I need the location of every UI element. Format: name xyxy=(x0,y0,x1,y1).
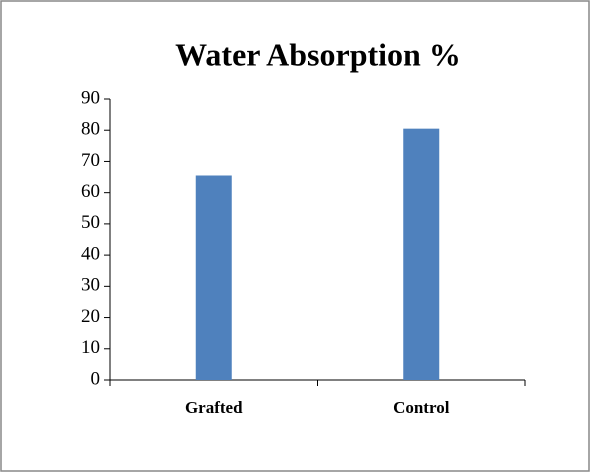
x-tick-label: Control xyxy=(393,398,450,417)
bar xyxy=(403,128,440,380)
y-tick-label: 60 xyxy=(81,181,100,202)
y-tick-label: 30 xyxy=(81,275,100,296)
y-tick-label: 40 xyxy=(81,243,100,264)
y-tick-label: 50 xyxy=(81,212,100,233)
y-tick-label: 20 xyxy=(81,306,100,327)
y-tick-label: 70 xyxy=(81,150,100,171)
chart-title: Water Absorption % xyxy=(175,36,461,72)
y-tick-label: 80 xyxy=(81,119,100,140)
bar xyxy=(195,175,232,380)
y-tick-label: 10 xyxy=(81,337,100,358)
y-tick-label: 90 xyxy=(81,87,100,108)
x-tick-label: Grafted xyxy=(185,398,243,417)
y-tick-label: 0 xyxy=(91,368,101,389)
